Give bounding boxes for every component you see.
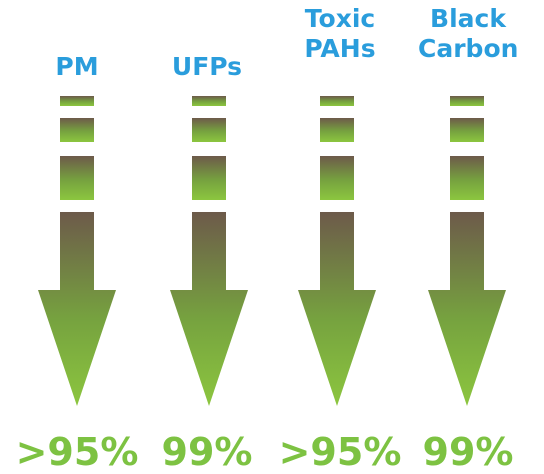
pollutant-label: PM [27,52,127,82]
pollutant-label-line: Black [430,4,506,33]
pollutant-label-line: UFPs [171,52,243,81]
pollutant-label-line: Toxic [304,4,376,33]
reduction-value: 99% [161,430,253,474]
reduction-value: 99% [422,430,514,474]
pollutant-label: Toxic PAHs [290,4,390,64]
reduction-arrow-icon [298,96,376,406]
reduction-arrow-icon [428,96,506,406]
reduction-value: >95% [278,430,402,474]
reduction-value: >95% [15,430,139,474]
pollutant-label: Black Carbon [418,4,518,64]
pollutant-column-pm: PM >95% [16,0,139,474]
pollutant-label-line: PAHs [304,34,376,63]
pollutant-label-line: PM [55,52,99,81]
pollutant-column-toxic-pahs: Toxic PAHs >95% [279,0,402,474]
pollutant-column-ufps: UFPs 99% [157,0,257,474]
pollutant-label-line: Carbon [418,34,519,63]
reduction-arrow-icon [170,96,248,406]
pollutant-column-black-carbon: Black Carbon 99% [418,0,518,474]
pollutant-label: UFPs [157,52,257,82]
reduction-arrow-icon [38,96,116,406]
